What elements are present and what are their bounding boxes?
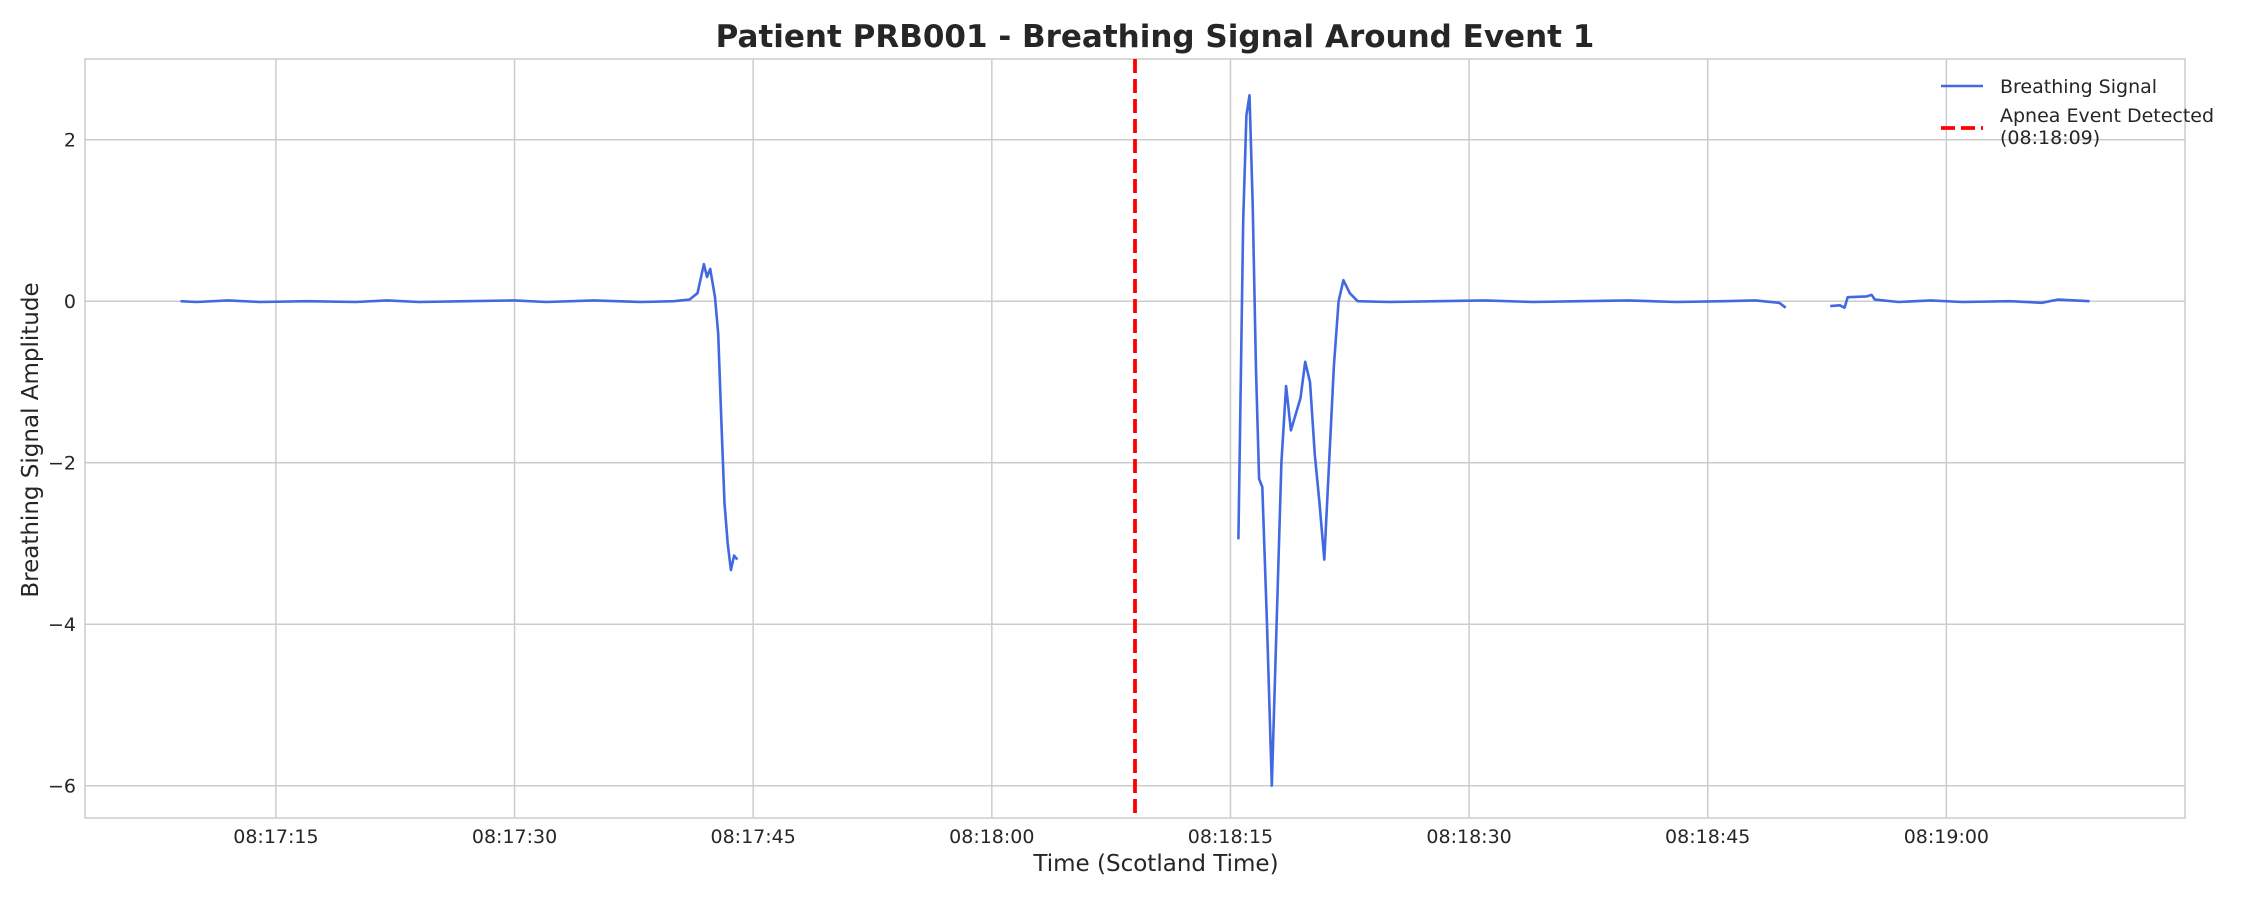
tick-labels: 08:17:15 08:17:30 08:17:45 08:18:00 08:18:15… bbox=[48, 130, 1989, 848]
x-tick-label: 08:18:15 bbox=[1188, 826, 1273, 848]
x-tick-label: 08:17:45 bbox=[711, 826, 796, 848]
y-tick-label: −2 bbox=[48, 453, 76, 475]
x-tick-label: 08:18:00 bbox=[949, 826, 1034, 848]
legend: Breathing Signal Apnea Event Detected (08:… bbox=[1941, 76, 2214, 149]
x-tick-label: 08:19:00 bbox=[1904, 826, 1989, 848]
y-axis-label: Breathing Signal Amplitude bbox=[18, 282, 44, 597]
legend-label-apnea-event: Apnea Event Detected (08:18:09) bbox=[2000, 105, 2214, 149]
legend-label-line: (08:18:09) bbox=[2000, 127, 2100, 149]
x-axis-label: Time (Scotland Time) bbox=[1032, 851, 1278, 877]
breathing-signal-line bbox=[1830, 293, 2090, 310]
series-layer bbox=[180, 59, 2090, 818]
x-tick-label: 08:18:45 bbox=[1665, 826, 1750, 848]
x-tick-label: 08:17:30 bbox=[472, 826, 557, 848]
x-tick-label: 08:17:15 bbox=[233, 826, 318, 848]
breathing-signal-line bbox=[1237, 94, 1787, 788]
y-tick-label: 2 bbox=[64, 130, 76, 152]
breathing-signal-line bbox=[180, 262, 739, 572]
y-tick-label: −6 bbox=[48, 776, 76, 798]
x-tick-label: 08:18:30 bbox=[1426, 826, 1511, 848]
y-tick-label: 0 bbox=[64, 291, 76, 313]
legend-label-breathing-signal: Breathing Signal bbox=[2000, 76, 2157, 98]
chart-title: Patient PRB001 - Breathing Signal Around… bbox=[716, 19, 1595, 55]
legend-label-line: Apnea Event Detected bbox=[2000, 105, 2214, 127]
y-tick-label: −4 bbox=[48, 614, 76, 636]
